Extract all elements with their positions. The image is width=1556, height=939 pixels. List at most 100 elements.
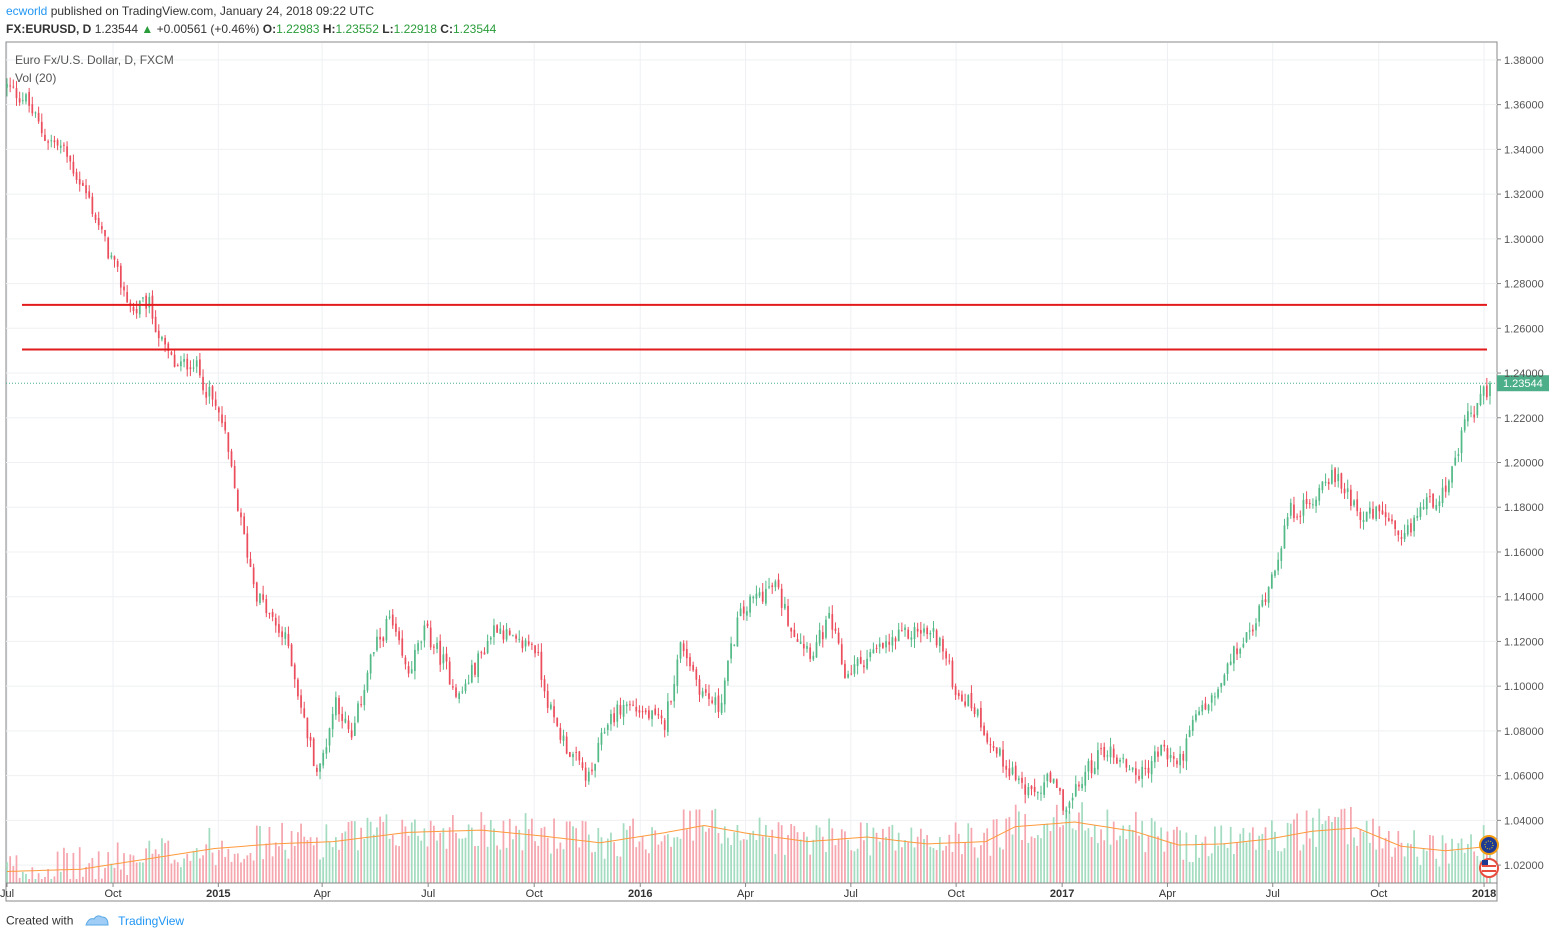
volume-bar <box>1353 837 1355 883</box>
candle-body <box>948 660 951 662</box>
candle-body <box>1448 480 1450 493</box>
candle-body <box>752 596 755 599</box>
candle-body <box>94 214 97 221</box>
candle-body <box>888 641 891 645</box>
price-change: +0.00561 (+0.46%) <box>156 22 260 36</box>
tradingview-link[interactable]: TradingView <box>118 913 185 928</box>
candle-body <box>1210 695 1213 703</box>
candle-body <box>436 642 438 649</box>
volume-bar <box>625 829 628 883</box>
volume-bar <box>249 852 252 883</box>
x-tick-label: Apr <box>314 888 331 900</box>
candle-body <box>183 359 185 362</box>
candle-body <box>910 637 913 640</box>
volume-bar <box>1157 836 1159 883</box>
candle-body <box>293 664 296 680</box>
volume-bar <box>1270 820 1273 883</box>
volume-bar <box>527 829 530 883</box>
volume-bar <box>774 853 777 883</box>
candle-body <box>1337 474 1340 482</box>
volume-bar <box>69 879 72 883</box>
volume-bar <box>708 828 710 883</box>
candle-body <box>78 178 81 185</box>
volume-bar <box>885 836 887 883</box>
candle-body <box>850 673 853 675</box>
candle-body <box>720 702 723 713</box>
x-tick-label: Oct <box>526 888 543 900</box>
candle-body <box>445 653 448 662</box>
candle-body <box>932 628 935 632</box>
candle-body <box>322 752 325 766</box>
candle-body <box>831 614 834 630</box>
volume-bar <box>1024 814 1027 883</box>
candle-body <box>556 717 559 727</box>
candle-body <box>1109 746 1112 758</box>
volume-bar <box>170 863 173 883</box>
volume-bar <box>689 810 691 883</box>
volume-bar <box>1052 817 1055 883</box>
candle-body <box>1299 515 1302 517</box>
volume-bar <box>252 860 255 883</box>
volume-bar <box>442 828 445 883</box>
volume-bar <box>417 835 419 883</box>
candle-body <box>398 631 400 641</box>
volume-bar <box>1021 840 1023 883</box>
candle-body <box>980 707 982 728</box>
candle-body <box>1305 498 1308 504</box>
candle-body <box>670 701 672 703</box>
volume-bar <box>1100 829 1102 883</box>
volume-bar <box>91 857 94 883</box>
volume-bar <box>809 854 812 883</box>
volume-bar <box>1239 833 1242 883</box>
volume-bar <box>445 848 448 883</box>
candle-body <box>15 88 18 99</box>
volume-bar <box>195 848 198 883</box>
volume-bar <box>746 839 748 883</box>
candle-body <box>135 309 138 314</box>
volume-bar <box>587 834 590 883</box>
candle-body <box>736 617 739 647</box>
candle-body <box>63 144 65 146</box>
volume-bar <box>632 818 634 883</box>
candle-body <box>1353 500 1355 506</box>
candle-body <box>9 85 12 87</box>
volume-bar <box>758 817 761 883</box>
volume-bar <box>904 840 906 883</box>
volume-bar <box>1375 849 1378 883</box>
volume-bar <box>651 827 653 883</box>
volume-bar <box>1141 820 1144 883</box>
candle-body <box>1055 779 1058 788</box>
candle-body <box>1479 393 1482 406</box>
volume-bar <box>973 847 976 883</box>
volume-bar <box>271 856 274 883</box>
candle-body <box>249 558 252 567</box>
volume-bar <box>284 849 287 883</box>
candle-body <box>100 226 103 230</box>
candle-body <box>1027 786 1030 796</box>
volume-bar <box>550 853 552 883</box>
volume-bar <box>154 849 157 883</box>
volume-bar <box>1403 856 1406 883</box>
candle-body <box>844 663 846 679</box>
candle-body <box>37 112 40 122</box>
candle-body <box>632 704 634 706</box>
candle-body <box>591 769 593 772</box>
volume-bar <box>1312 817 1314 883</box>
x-tick-label: 2018 <box>1472 888 1496 900</box>
candle-body <box>992 746 995 748</box>
candle-body <box>53 140 56 143</box>
volume-bar <box>553 818 555 883</box>
candle-body <box>1334 468 1336 483</box>
volume-bar <box>129 854 132 883</box>
volume-bar <box>1068 811 1071 883</box>
author-link[interactable]: ecworld <box>6 4 48 18</box>
candle-body <box>1416 515 1419 518</box>
x-tick-label: Oct <box>948 888 965 900</box>
candle-body <box>236 489 239 511</box>
volume-bar <box>986 828 989 883</box>
candle-body <box>1264 599 1267 602</box>
candle-body <box>1166 748 1169 760</box>
volume-bar <box>967 823 970 883</box>
candle-body <box>859 656 862 664</box>
